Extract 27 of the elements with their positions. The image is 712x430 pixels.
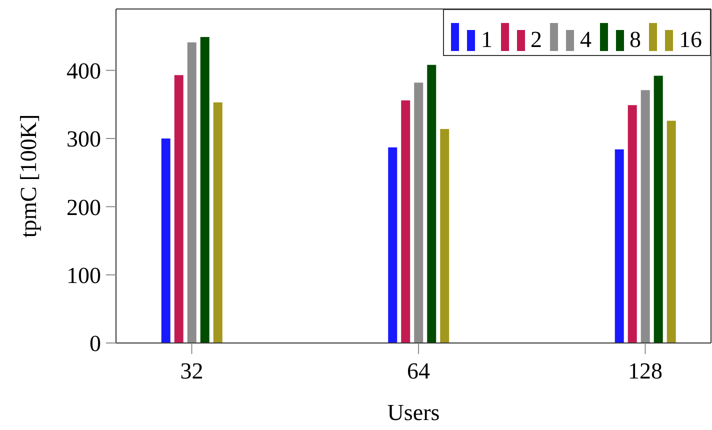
legend-label: 2 bbox=[530, 27, 542, 52]
bar bbox=[161, 138, 170, 343]
legend-label: 16 bbox=[679, 27, 702, 52]
y-axis-title: tpmC [100K] bbox=[16, 114, 40, 238]
bar bbox=[614, 149, 624, 343]
bar bbox=[401, 100, 410, 343]
x-tick-label: 128 bbox=[628, 358, 662, 384]
bar bbox=[628, 105, 637, 343]
legend-label: 4 bbox=[580, 27, 592, 52]
bar bbox=[427, 64, 436, 343]
x-tick-label: 32 bbox=[180, 358, 204, 384]
x-axis-title: Users bbox=[387, 400, 440, 425]
bar bbox=[174, 75, 184, 343]
y-tick-label: 100 bbox=[66, 263, 101, 288]
bar bbox=[388, 147, 398, 343]
y-tick-label: 200 bbox=[66, 194, 101, 220]
bar bbox=[666, 120, 676, 343]
bar bbox=[200, 36, 210, 343]
bar bbox=[654, 76, 663, 343]
legend-label: 1 bbox=[481, 27, 492, 52]
y-tick-label: 0 bbox=[90, 331, 101, 356]
bar bbox=[440, 128, 450, 343]
y-tick-label: 400 bbox=[66, 58, 101, 84]
bar bbox=[213, 102, 222, 343]
y-tick-label: 300 bbox=[66, 126, 101, 152]
x-tick-label: 64 bbox=[406, 358, 430, 384]
legend-label: 8 bbox=[630, 27, 641, 52]
